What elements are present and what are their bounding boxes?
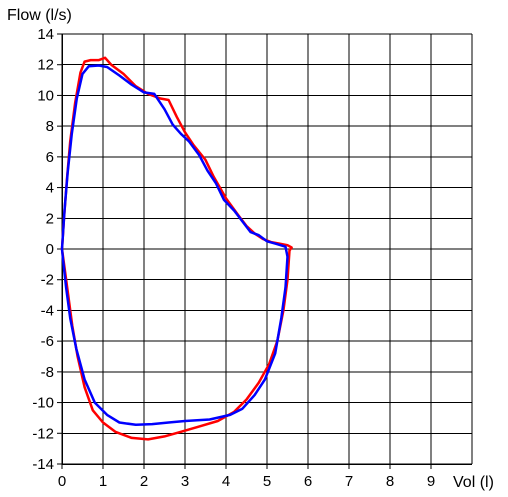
series-group [60,56,293,441]
x-tick-label: 9 [427,473,435,490]
y-tick-label: 14 [37,26,54,43]
y-tick-label: -8 [41,364,54,381]
x-tick-label: 6 [304,473,312,490]
grid [61,33,473,465]
y-tick-label: -2 [41,272,54,289]
y-tick-label: -4 [41,302,54,319]
y-axis-title: Flow (l/s) [7,7,72,24]
x-tick-label: 5 [263,473,271,490]
y-tick-label: 2 [46,210,54,227]
x-tick-label: 7 [345,473,353,490]
x-tick-label: 4 [222,473,230,490]
x-axis-title: Vol (l) [453,474,494,491]
x-tick-label: 0 [58,473,66,490]
x-tick-label: 1 [99,473,107,490]
axes [57,33,472,469]
y-tick-label: -10 [32,395,54,412]
x-tick-label: 3 [181,473,189,490]
y-tick-label: 6 [46,149,54,166]
series-line-blue [60,64,289,427]
x-tick-label: 2 [140,473,148,490]
x-tick-label: 8 [386,473,394,490]
y-tick-label: 10 [37,87,54,104]
y-tick-label: 0 [46,241,54,258]
y-tick-label: -6 [41,333,54,350]
y-tick-label: 12 [37,57,54,74]
y-tick-label: -12 [32,425,54,442]
y-tick-label: 8 [46,118,54,135]
y-tick-label: 4 [46,180,54,197]
y-tick-label: -14 [32,456,54,473]
